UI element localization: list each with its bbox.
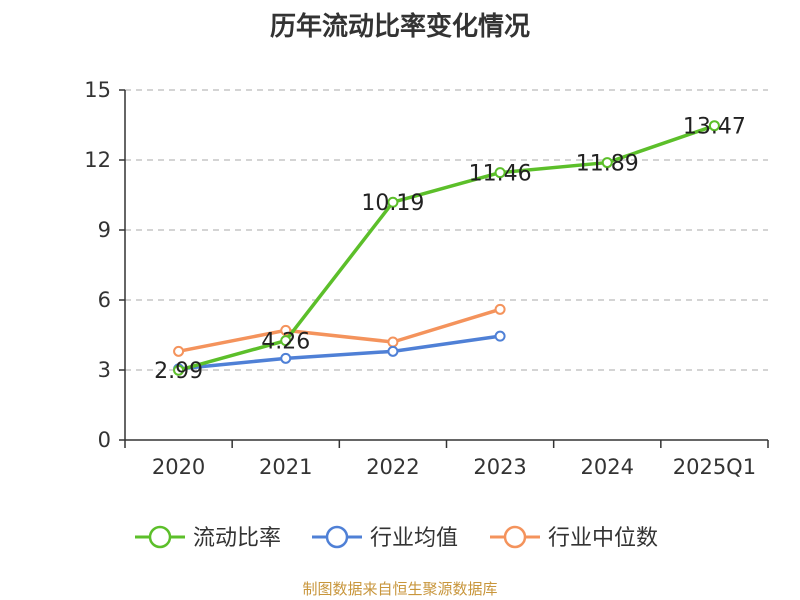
x-tick-label: 2022 — [366, 455, 419, 479]
data-label: 13.47 — [683, 115, 746, 140]
legend-item[interactable]: 行业中位数 — [490, 525, 658, 551]
series-line — [178, 307, 501, 354]
y-tick-label: 15 — [84, 78, 111, 102]
data-point — [494, 303, 506, 315]
data-labels: 2.99 4.26 10.19 11.46 11.89 13.47 — [154, 115, 746, 385]
data-point — [173, 364, 185, 376]
legend-marker — [325, 525, 349, 549]
series — [173, 120, 720, 376]
y-tick-label: 0 — [98, 428, 111, 452]
legend-item[interactable]: 流动比率 — [135, 525, 281, 551]
series-line — [178, 334, 501, 371]
legend-marker — [148, 525, 172, 549]
data-point — [387, 336, 399, 348]
y-tick-label: 9 — [98, 218, 111, 242]
y-tick-label: 3 — [98, 358, 111, 382]
data-point — [601, 157, 613, 169]
legend-marker — [503, 525, 527, 549]
legend[interactable]: 流动比率 行业均值 行业中位数 — [135, 525, 658, 551]
data-point — [280, 335, 292, 347]
data-label: 11.89 — [576, 152, 639, 177]
data-label: 4.26 — [261, 330, 310, 355]
grid-lines — [125, 89, 768, 371]
x-tick-label: 2021 — [259, 455, 312, 479]
data-label: 2.99 — [154, 359, 203, 384]
data-point — [494, 330, 506, 342]
data-point — [280, 324, 292, 336]
x-tick-label: 2025Q1 — [673, 455, 756, 479]
chart-title: 历年流动比率变化情况 — [269, 12, 530, 42]
data-label: 11.46 — [469, 162, 532, 187]
data-point — [280, 352, 292, 364]
y-tick-label: 6 — [98, 288, 111, 312]
x-tick-label: 2024 — [581, 455, 634, 479]
legend-item[interactable]: 行业均值 — [312, 525, 458, 551]
y-tick-label: 12 — [84, 148, 111, 172]
legend-label: 行业中位数 — [548, 526, 658, 551]
legend-label: 流动比率 — [193, 526, 281, 551]
data-point — [494, 167, 506, 179]
x-tick-label: 2020 — [152, 455, 205, 479]
axes: 0 3 6 9 12 15 2020 2021 2022 2023 2024 2025Q1 — [84, 78, 769, 479]
series-line — [178, 124, 715, 372]
source-note: 制图数据来自恒生聚源数据库 — [302, 580, 498, 598]
data-point — [387, 196, 399, 208]
data-point — [173, 345, 185, 357]
data-point — [387, 345, 399, 357]
data-point — [708, 120, 720, 132]
legend-label: 行业均值 — [370, 526, 458, 551]
data-label: 10.19 — [361, 191, 424, 216]
x-tick-label: 2023 — [473, 455, 526, 479]
